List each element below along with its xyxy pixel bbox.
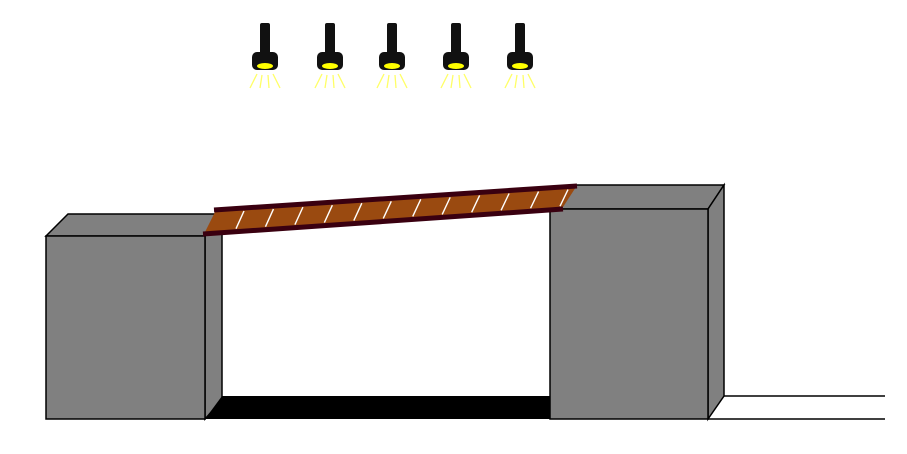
right-block-side [707,182,725,422]
light-ray [332,74,335,89]
light-ray [399,73,408,89]
plank-body [204,187,576,234]
right-block [548,182,726,422]
left-block [44,211,224,421]
light-ray [522,74,525,89]
light-ray [337,73,346,89]
plank-top-edge [213,183,578,213]
plank-slat [264,208,275,227]
plank-slat [353,202,363,221]
plank-slat [382,200,392,219]
light-ray [440,73,449,89]
light-ray [450,74,454,89]
plank-slat [559,189,569,207]
right-block-top [548,184,726,210]
bridge-plank [202,183,578,237]
light-ray [514,74,518,89]
plank-slat [323,204,333,223]
pit-floor [205,396,550,419]
flashlight-icon [504,23,536,89]
plank-bottom-edge [202,206,564,237]
light-ray [267,74,270,89]
light-ray [272,73,281,89]
plank-slat [294,206,304,225]
light-ray [463,73,472,89]
plank-slat [471,195,481,213]
plank-slat [412,199,422,217]
light-ray [249,73,258,89]
plank-slats [235,189,569,229]
light-ray [376,73,385,89]
flashlight-icon [249,23,281,89]
light-ray [386,74,390,89]
flashlight-icon [440,23,472,89]
left-block-front [45,235,206,420]
light-ray [314,73,323,89]
plank-slat [235,210,245,229]
light-ray [458,74,461,89]
flashlight-icon [376,23,408,89]
light-ray [504,73,513,89]
light-ray [394,74,397,89]
light-ray [259,74,263,89]
plank-slat [441,197,451,215]
left-block-top [44,213,224,237]
flashlight-row [249,23,536,89]
light-ray [324,74,328,89]
left-block-side [204,211,223,421]
plank-slat [529,191,540,209]
light-ray [527,73,536,89]
plank-slat [500,193,510,211]
ground-lines [708,395,885,420]
right-block-front [549,208,709,420]
flashlight-icon [314,23,346,89]
